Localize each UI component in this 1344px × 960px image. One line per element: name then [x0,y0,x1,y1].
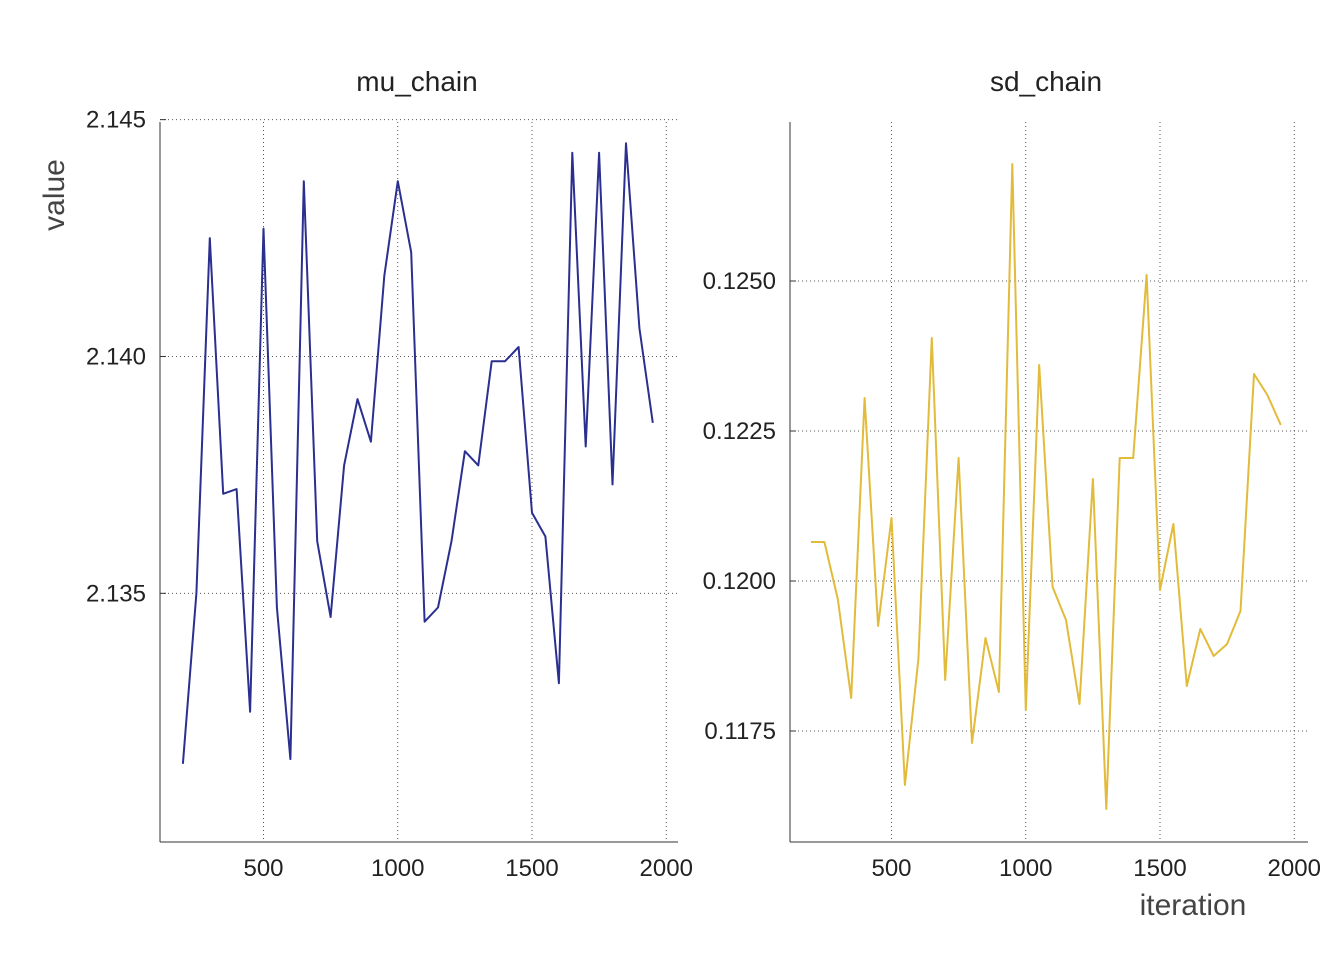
sd-chain-title: sd_chain [990,66,1102,97]
sd-chain-series [811,163,1282,810]
sd-chain-ytick-label: 0.1200 [703,568,776,595]
sd-chain-trace-line [811,163,1282,810]
sd-chain-ytick-label: 0.1225 [703,418,776,445]
panel-sd-chain: sd_chain iteration 500 1000 1500 2000 0.1175… [703,66,1321,922]
mu-chain-ytick-label: 2.135 [86,580,146,607]
sd-chain-xtick-label: 1000 [999,855,1052,882]
sd-chain-xlabel: iteration [1140,889,1247,922]
sd-chain-grid [790,122,1308,842]
sd-chain-tick-labels: 500 1000 1500 2000 0.1175 0.1200 0.1225 0.1250 [703,268,1321,882]
sd-chain-ytick-label: 0.1175 [704,718,776,745]
mu-chain-trace-line [181,142,654,764]
mu-chain-title: mu_chain [356,66,477,97]
sd-chain-xtick-label: 1500 [1133,855,1186,882]
mu-chain-xtick-label: 1500 [505,855,558,882]
mu-chain-grid [160,119,678,842]
mu-chain-xtick-label: 1000 [371,855,424,882]
sd-chain-xtick-label: 500 [871,855,911,882]
sd-chain-ytick-label: 0.1250 [703,268,776,295]
sd-chain-xtick-label: 2000 [1268,855,1321,882]
mu-chain-xtick-label: 500 [243,855,283,882]
mu-chain-series [181,142,654,764]
sd-chain-axes [789,122,1308,843]
mu-chain-ytick-label: 2.145 [86,107,146,134]
mu-chain-ylabel: value [38,159,71,231]
mu-chain-ytick-label: 2.140 [86,343,146,370]
mu-chain-axes [159,119,678,843]
mu-chain-xtick-label: 2000 [640,855,693,882]
mu-chain-tick-labels: 500 1000 1500 2000 2.135 2.140 2.145 [86,107,693,882]
panel-mu-chain: mu_chain value 500 1000 1500 2000 2.135 2.140… [38,66,693,882]
